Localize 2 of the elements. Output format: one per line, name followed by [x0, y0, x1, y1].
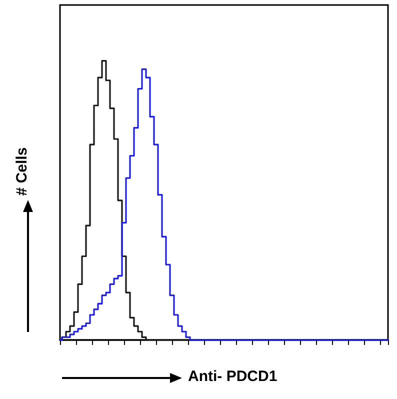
x-axis-title: Anti- PDCD1 — [188, 368, 278, 385]
y-axis-title: # Cells — [14, 147, 31, 196]
